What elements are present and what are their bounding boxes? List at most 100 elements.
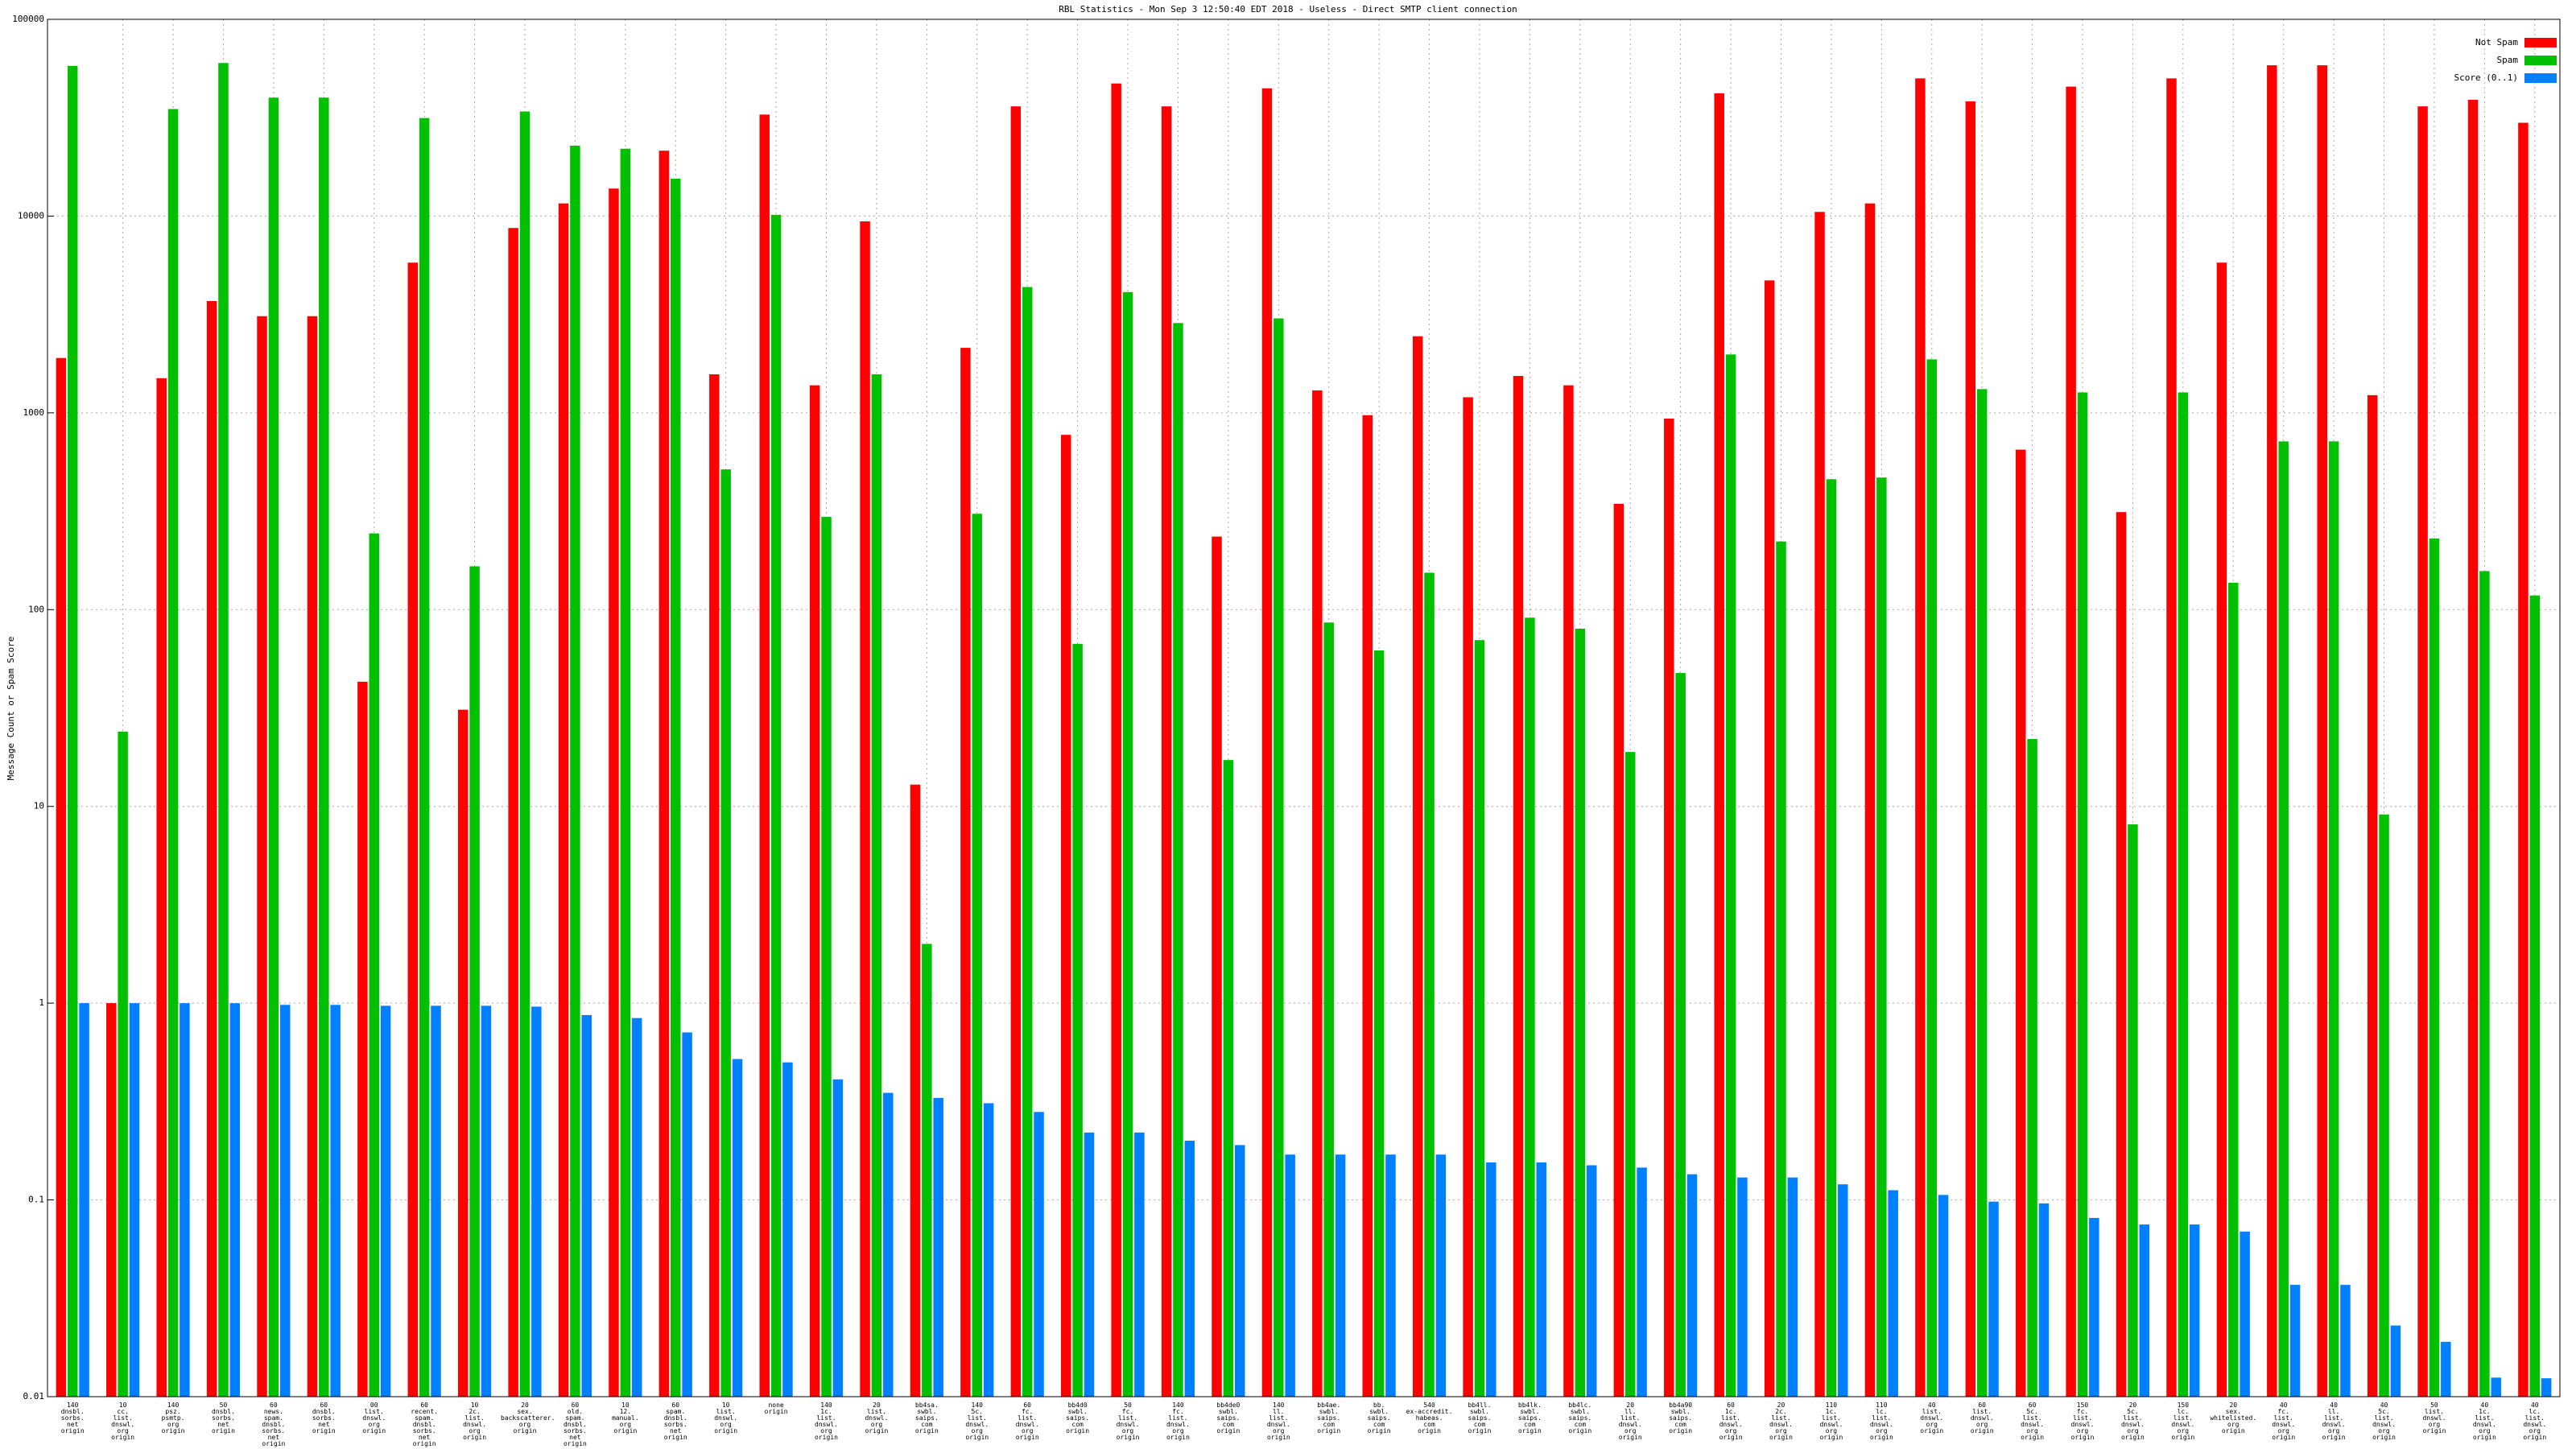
bar: [2390, 1325, 2401, 1397]
bar: [2529, 595, 2541, 1397]
bar: [380, 1005, 391, 1397]
x-tick-label: 40 lc. list. dnswl. org origin: [2523, 1402, 2547, 1441]
x-tick-label: 10 cc. list. dnswl. org origin: [111, 1402, 135, 1441]
x-tick-label: 20 ll. list. dnswl. org origin: [1618, 1402, 1642, 1441]
bar: [280, 1005, 291, 1397]
bar: [2267, 65, 2277, 1397]
bar: [1513, 376, 1524, 1397]
bar: [620, 148, 631, 1397]
bar: [1323, 622, 1334, 1397]
x-tick-label: bb4de0 swbl. saips. com origin: [1216, 1402, 1241, 1435]
bar: [1385, 1154, 1396, 1397]
bar: [1814, 212, 1825, 1397]
y-tick-label: 10000: [18, 210, 44, 221]
bar: [1838, 1184, 1848, 1397]
bar: [2278, 441, 2289, 1397]
bar: [1637, 1167, 1647, 1397]
bar: [972, 514, 983, 1397]
bar: [2228, 582, 2239, 1397]
bar: [1988, 1201, 1999, 1397]
bar: [2066, 86, 2076, 1397]
x-tick-label: 110 lc. list. dnswl. org origin: [1869, 1402, 1893, 1441]
bar: [782, 1062, 793, 1397]
bar: [2089, 1217, 2099, 1397]
y-tick-label: 0.01: [23, 1391, 45, 1402]
x-tick-label: 40 fc. list. dnswl. org origin: [2272, 1402, 2296, 1441]
bar: [1474, 640, 1485, 1397]
x-tick-label: 10 2c. list. dnswl. org origin: [463, 1402, 487, 1441]
bar: [508, 228, 518, 1397]
x-tick-label: 40 ll. list. dnswl. org origin: [2322, 1402, 2346, 1441]
bar: [268, 97, 279, 1397]
bar: [1725, 354, 1736, 1397]
bar: [407, 262, 419, 1397]
bar: [2340, 1285, 2351, 1397]
x-tick-label: 60 old. spam. dnsbl. sorbs. net origin: [563, 1402, 587, 1447]
bar: [1122, 291, 1133, 1397]
bar: [1776, 541, 1786, 1397]
bar: [419, 118, 430, 1397]
bar: [1234, 1145, 1245, 1397]
bar: [369, 533, 379, 1397]
bar: [2328, 441, 2339, 1397]
bar: [229, 1003, 241, 1397]
legend-swatch: [2524, 38, 2557, 47]
bar: [218, 63, 229, 1397]
bar: [2139, 1224, 2150, 1397]
x-tick-label: bb4ae. swbl. saips. com origin: [1317, 1402, 1341, 1435]
bar: [558, 203, 569, 1397]
bar: [1586, 1165, 1597, 1397]
legend-label: Spam: [2497, 55, 2519, 65]
bar: [1714, 93, 1724, 1397]
chart-title: RBL Statistics - Mon Sep 3 12:50:40 EDT …: [1059, 4, 1517, 14]
bar: [1536, 1162, 1546, 1397]
bar: [2116, 512, 2127, 1397]
bar: [1061, 435, 1071, 1397]
bar: [2038, 1203, 2050, 1397]
bar: [357, 681, 368, 1397]
x-tick-label: 50 fc. list. dnswl. org origin: [1116, 1402, 1140, 1441]
bar: [2317, 65, 2327, 1397]
x-tick-label: 50 dnsbl. sorbs. net origin: [212, 1402, 235, 1435]
bar: [431, 1005, 441, 1397]
bar: [1134, 1132, 1145, 1397]
x-tick-label: 140 ll. list. dnswl. org origin: [1266, 1402, 1290, 1441]
bar: [1373, 650, 1385, 1397]
x-tick-label: bb4lc. swbl. saips. com origin: [1568, 1402, 1592, 1435]
bar: [1463, 397, 1473, 1397]
bar: [910, 784, 921, 1397]
y-tick-label: 1000: [23, 407, 45, 418]
bar: [1563, 385, 1574, 1397]
plot-frame: [47, 19, 2561, 1397]
x-tick-label: 60 recent. spam. dnsbl. sorbs. net origi…: [411, 1402, 438, 1447]
bar: [570, 145, 580, 1397]
bar: [257, 316, 267, 1397]
bar: [1826, 479, 1837, 1397]
x-tick-label: 140 5c. list. dnswl. org origin: [965, 1402, 989, 1441]
y-tick-label: 10: [34, 801, 44, 811]
bar: [1184, 1140, 1195, 1397]
bar: [1787, 1177, 1798, 1397]
bar: [457, 709, 469, 1397]
bar: [1424, 572, 1435, 1397]
bar: [1938, 1195, 1949, 1397]
bar: [2491, 1377, 2501, 1397]
bar: [1675, 673, 1686, 1397]
x-tick-label: 50 list. dnswl. org origin: [2422, 1402, 2446, 1435]
bar: [2216, 262, 2227, 1397]
bar: [2429, 538, 2440, 1397]
y-tick-label: 0.1: [28, 1195, 44, 1205]
bar: [2518, 122, 2529, 1397]
y-tick-label: 1: [39, 997, 44, 1008]
bar: [770, 214, 782, 1397]
x-tick-label: 60 1c. list. dnswl. org origin: [1719, 1402, 1743, 1441]
bar: [2015, 449, 2026, 1397]
bar: [581, 1014, 592, 1397]
bar: [871, 374, 882, 1397]
bar: [1965, 101, 1976, 1397]
bar: [1161, 106, 1172, 1397]
bar: [832, 1079, 844, 1397]
bar: [1312, 390, 1323, 1397]
bar: [1486, 1162, 1496, 1397]
